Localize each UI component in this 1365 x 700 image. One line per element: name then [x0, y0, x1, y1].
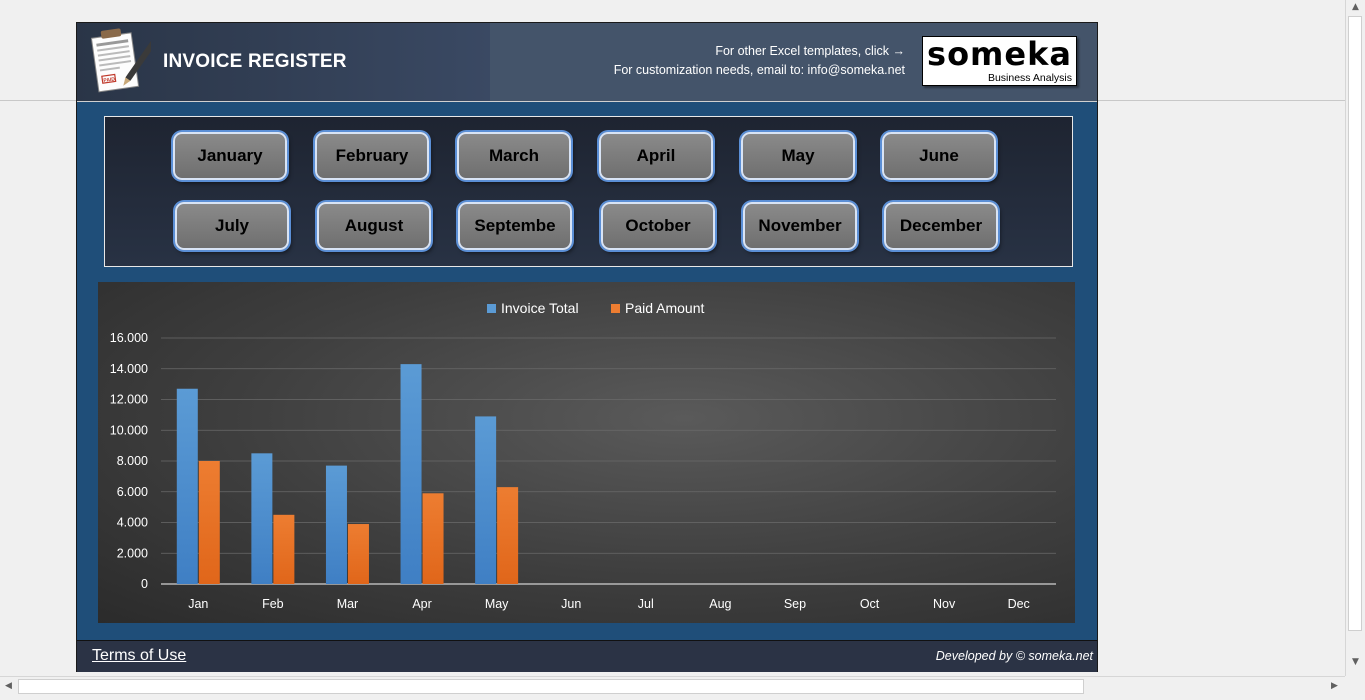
month-button-april[interactable]: April: [599, 132, 713, 180]
y-tick-label: 14.000: [110, 362, 148, 376]
y-tick-label: 10.000: [110, 423, 148, 437]
dashboard-panel: PAID INVOICE REGISTER For other Excel te…: [76, 22, 1098, 672]
contact-text: For customization needs, email to: info@…: [613, 63, 905, 77]
header-divider: [77, 101, 1097, 102]
svg-text:PAID: PAID: [103, 76, 116, 84]
x-tick-label: Jun: [561, 597, 581, 611]
x-tick-label: Feb: [262, 597, 284, 611]
scroll-down-icon[interactable]: ▼: [1352, 657, 1359, 667]
legend-swatch: [611, 304, 620, 313]
horizontal-scrollbar[interactable]: ◀ ▶: [0, 676, 1345, 696]
bar-invoice-total[interactable]: [325, 465, 347, 584]
developer-credit: Developed by © someka.net: [935, 649, 1093, 663]
bar-invoice-total[interactable]: [400, 364, 422, 584]
y-tick-label: 4.000: [117, 516, 148, 530]
x-tick-label: Sep: [784, 597, 806, 611]
bar-paid-amount[interactable]: [422, 493, 444, 584]
invoice-chart[interactable]: 0 2.000 4.000 6.000 8.000 10.000 12.000 14.000 1…: [98, 282, 1075, 623]
month-button-october[interactable]: October: [601, 202, 715, 250]
bar-paid-amount[interactable]: [347, 524, 369, 584]
month-button-may[interactable]: May: [741, 132, 855, 180]
y-tick-label: 2.000: [117, 546, 148, 560]
month-button-september[interactable]: Septembe: [458, 202, 572, 250]
terms-of-use-link[interactable]: Terms of Use: [92, 647, 187, 664]
vertical-scroll-thumb[interactable]: [1348, 16, 1362, 631]
x-tick-label: Aug: [709, 597, 731, 611]
y-tick-label: 12.000: [110, 393, 148, 407]
app-title: INVOICE REGISTER: [163, 51, 347, 72]
footer: Terms of Use Developed by © someka.net: [77, 640, 1097, 672]
chart-canvas: 0 2.000 4.000 6.000 8.000 10.000 12.000 14.000 1…: [110, 300, 1056, 611]
bar-paid-amount[interactable]: [198, 461, 220, 584]
month-button-march[interactable]: March: [457, 132, 571, 180]
month-button-december[interactable]: December: [884, 202, 998, 250]
legend-label: Paid Amount: [625, 300, 704, 316]
y-tick-label: 8.000: [117, 454, 148, 468]
bar-invoice-total[interactable]: [475, 416, 497, 584]
x-tick-label: Mar: [337, 597, 359, 611]
month-button-november[interactable]: November: [743, 202, 857, 250]
scroll-left-icon[interactable]: ◀: [5, 681, 12, 691]
brand-tagline: Business Analysis: [987, 72, 1072, 84]
x-tick-label: Nov: [933, 597, 956, 611]
y-tick-label: 16.000: [110, 331, 148, 345]
header-left: PAID INVOICE REGISTER: [77, 23, 490, 101]
bar-paid-amount[interactable]: [497, 487, 519, 584]
templates-link[interactable]: For other Excel templates, click →: [715, 44, 905, 58]
brand-logo[interactable]: someka Business Analysis: [922, 35, 1077, 86]
x-tick-label: Dec: [1008, 597, 1030, 611]
scrollbar-corner: [1345, 676, 1365, 700]
legend-swatch: [487, 304, 496, 313]
y-tick-label: 0: [141, 577, 148, 591]
x-tick-label: May: [485, 597, 509, 611]
month-button-august[interactable]: August: [317, 202, 431, 250]
scroll-up-icon[interactable]: ▲: [1352, 2, 1359, 12]
month-button-january[interactable]: January: [173, 132, 287, 180]
invoice-document-icon: PAID: [90, 28, 151, 93]
horizontal-scroll-thumb[interactable]: [18, 679, 1084, 694]
bar-paid-amount[interactable]: [273, 514, 295, 584]
month-button-july[interactable]: July: [175, 202, 289, 250]
month-button-february[interactable]: February: [315, 132, 429, 180]
bar-invoice-total[interactable]: [251, 453, 273, 584]
month-button-june[interactable]: June: [882, 132, 996, 180]
brand-name: someka: [927, 35, 1072, 73]
y-tick-label: 6.000: [117, 485, 148, 499]
legend-label: Invoice Total: [501, 300, 579, 316]
x-tick-label: Jul: [638, 597, 654, 611]
x-tick-label: Oct: [860, 597, 880, 611]
month-navigation: January February March April May June Ju…: [104, 116, 1073, 267]
x-tick-label: Jan: [188, 597, 208, 611]
x-tick-label: Apr: [412, 597, 431, 611]
vertical-scrollbar[interactable]: ▲ ▼: [1345, 0, 1365, 676]
bar-invoice-total[interactable]: [176, 388, 198, 584]
scroll-right-icon[interactable]: ▶: [1331, 681, 1338, 691]
